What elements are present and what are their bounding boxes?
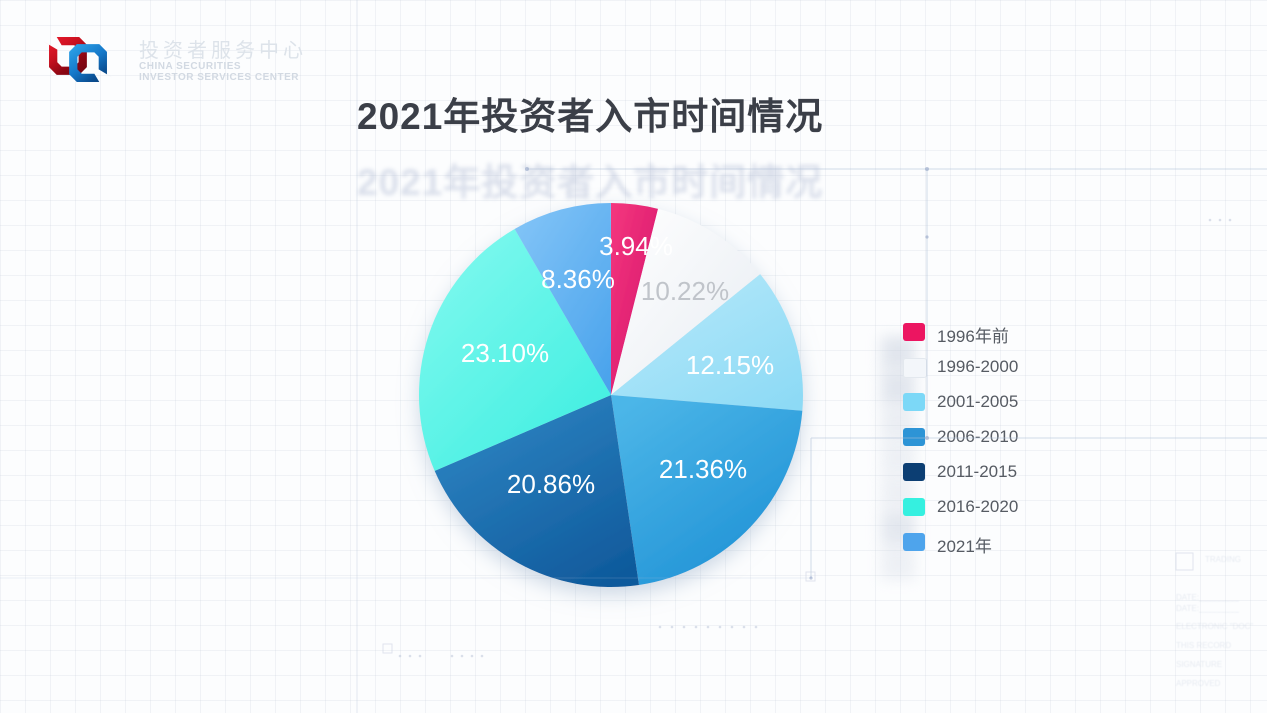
svg-text:20.86%: 20.86% [507, 469, 595, 499]
svg-text:8.36%: 8.36% [541, 264, 615, 294]
svg-text:21.36%: 21.36% [659, 454, 747, 484]
svg-text:23.10%: 23.10% [461, 338, 549, 368]
svg-text:3.94%: 3.94% [599, 231, 673, 261]
svg-text:10.22%: 10.22% [641, 276, 729, 306]
svg-text:12.15%: 12.15% [686, 350, 774, 380]
